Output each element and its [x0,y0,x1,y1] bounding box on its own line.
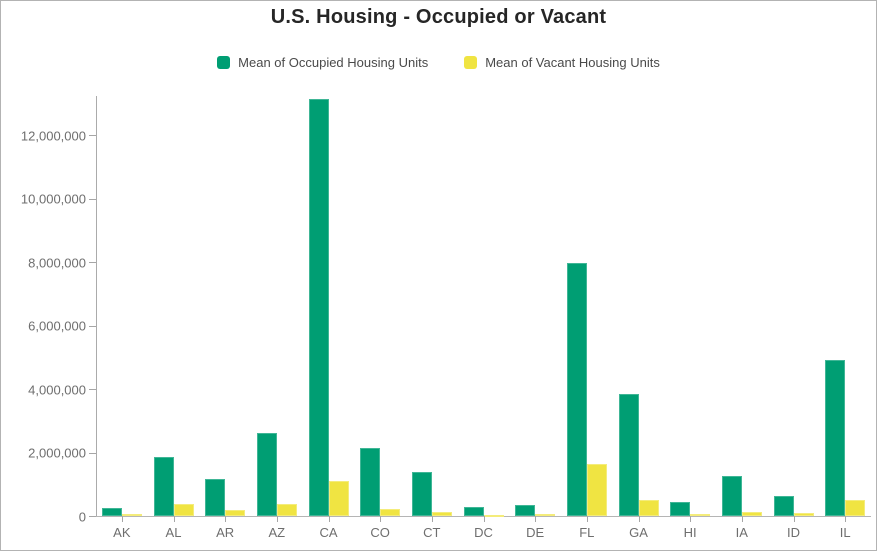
bar-co-vacant[interactable] [380,508,401,516]
bar-dc-occupied[interactable] [463,507,484,516]
bar-az-vacant[interactable] [276,503,297,516]
y-tick [89,325,96,327]
bar-ar-vacant[interactable] [225,509,246,516]
vacant-swatch-icon [464,56,478,69]
y-tick [89,135,96,137]
x-tick [483,516,485,522]
x-tick [173,516,175,522]
y-tick [89,389,96,391]
bar-ak-vacant[interactable] [121,514,142,517]
legend-item-vacant[interactable]: Mean of Vacant Housing Units [464,55,660,70]
x-tick-label-de: DE [526,525,545,540]
bar-ar-occupied[interactable] [205,479,226,516]
x-tick [793,516,795,522]
bar-fl-occupied[interactable] [566,262,587,516]
x-tick-label-fl: FL [579,525,595,540]
y-tick-label: 6,000,000 [28,318,86,334]
bar-de-vacant[interactable] [535,514,556,517]
bar-ct-occupied[interactable] [411,472,432,516]
legend: Mean of Occupied Housing Units Mean of V… [1,55,876,70]
bar-il-occupied[interactable] [825,360,846,516]
x-tick [431,516,433,522]
x-tick [741,516,743,522]
bar-ia-occupied[interactable] [721,476,742,516]
y-tick [89,198,96,200]
x-tick [535,516,537,522]
y-tick-label: 10,000,000 [20,191,86,207]
y-tick-label: 0 [78,509,86,524]
y-tick-label: 2,000,000 [28,445,86,461]
bar-de-occupied[interactable] [515,504,536,516]
x-tick-label-az: AZ [268,525,286,540]
x-tick [586,516,588,522]
x-tick-label-ga: GA [629,525,648,540]
x-tick-label-ar: AR [216,525,235,540]
x-tick-label-hi: HI [683,525,697,540]
bar-il-vacant[interactable] [845,500,866,516]
legend-label-occupied: Mean of Occupied Housing Units [238,55,429,70]
x-tick-label-id: ID [787,525,800,540]
x-tick [225,516,227,522]
x-tick-label-al: AL [165,525,182,540]
bar-hi-vacant[interactable] [690,513,711,516]
x-tick-label-ct: CT [423,525,441,540]
bar-al-occupied[interactable] [153,456,174,516]
y-tick [89,516,96,517]
x-tick [638,516,640,522]
bar-ia-vacant[interactable] [741,511,762,516]
y-tick [89,262,96,264]
x-tick-label-ak: AK [113,525,131,540]
bar-ca-occupied[interactable] [308,98,329,516]
bar-ca-vacant[interactable] [328,481,349,516]
x-tick-label-dc: DC [474,525,493,540]
x-tick [845,516,847,522]
bar-ct-vacant[interactable] [431,512,452,516]
occupied-swatch-icon [217,56,231,69]
x-tick-label-ca: CA [319,525,338,540]
legend-item-occupied[interactable]: Mean of Occupied Housing Units [217,55,428,70]
y-tick [89,452,96,454]
y-tick-label: 8,000,000 [28,255,86,271]
y-tick-label: 12,000,000 [20,128,86,144]
x-tick [690,516,692,522]
bar-ga-occupied[interactable] [618,393,639,516]
x-tick [328,516,330,522]
legend-label-vacant: Mean of Vacant Housing Units [485,55,660,70]
bar-hi-occupied[interactable] [670,501,691,516]
x-tick [276,516,278,522]
bar-co-occupied[interactable] [360,448,381,516]
chart-title: U.S. Housing - Occupied or Vacant [270,6,607,28]
bar-ga-vacant[interactable] [638,500,659,516]
x-tick-label-il: IL [839,525,851,540]
bar-az-occupied[interactable] [256,432,277,516]
bar-id-occupied[interactable] [773,495,794,516]
y-axis-line [96,96,97,516]
bar-ak-occupied[interactable] [101,508,122,516]
y-tick-label: 4,000,000 [28,382,86,398]
x-tick [380,516,382,522]
x-tick-label-co: CO [370,525,390,540]
bar-dc-vacant[interactable] [483,515,504,517]
x-tick-label-ia: IA [735,525,748,540]
bar-al-vacant[interactable] [173,504,194,516]
bar-id-vacant[interactable] [793,512,814,516]
x-tick [121,516,123,522]
bar-fl-vacant[interactable] [586,464,607,516]
